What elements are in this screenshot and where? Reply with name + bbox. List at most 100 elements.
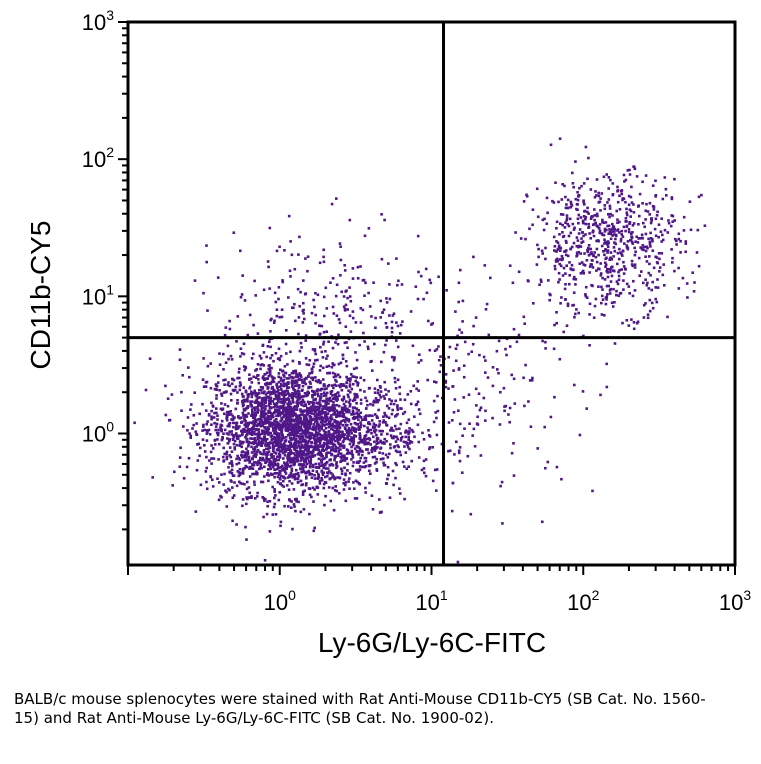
- data-point: [517, 270, 521, 274]
- data-point: [297, 500, 300, 504]
- data-point: [609, 178, 612, 182]
- data-point: [317, 457, 321, 461]
- data-point: [387, 416, 391, 420]
- data-point: [367, 291, 370, 295]
- data-point: [385, 339, 388, 342]
- data-point: [628, 173, 632, 176]
- data-point: [259, 452, 262, 455]
- data-point: [230, 399, 233, 402]
- data-point: [673, 269, 676, 273]
- data-point: [239, 347, 243, 350]
- data-point: [580, 237, 583, 240]
- data-point: [250, 357, 254, 360]
- data-point: [284, 440, 287, 443]
- data-point: [561, 231, 564, 234]
- data-point: [280, 398, 284, 401]
- data-point: [280, 406, 284, 410]
- data-point: [220, 496, 223, 499]
- data-point: [298, 418, 302, 422]
- data-point: [290, 474, 293, 477]
- data-point: [270, 414, 273, 418]
- data-point: [294, 440, 297, 443]
- data-point: [689, 228, 693, 232]
- data-point: [231, 377, 234, 381]
- data-point: [263, 390, 266, 393]
- data-point: [453, 398, 457, 401]
- data-point: [231, 421, 235, 425]
- data-point: [328, 436, 332, 440]
- data-point: [344, 472, 347, 475]
- data-point: [314, 352, 317, 356]
- data-point: [288, 447, 291, 450]
- data-point: [339, 448, 342, 451]
- data-point: [597, 191, 600, 195]
- data-point: [201, 402, 204, 406]
- data-point: [265, 371, 269, 374]
- data-point: [281, 464, 284, 468]
- data-point: [462, 364, 466, 367]
- data-point: [632, 165, 635, 168]
- data-point: [151, 476, 154, 479]
- data-point: [479, 454, 483, 457]
- data-point: [641, 236, 644, 240]
- data-point: [261, 387, 265, 390]
- data-point: [644, 209, 647, 213]
- data-point: [682, 229, 686, 232]
- x-tick-label: 102: [567, 587, 599, 615]
- data-point: [236, 435, 239, 438]
- data-point: [577, 213, 581, 217]
- data-point: [297, 474, 301, 478]
- data-point: [499, 390, 502, 394]
- data-point: [637, 223, 640, 226]
- data-point: [544, 347, 547, 350]
- data-point: [319, 381, 322, 385]
- data-point: [332, 413, 335, 416]
- data-point: [268, 499, 272, 503]
- data-point: [279, 482, 282, 485]
- data-point: [326, 371, 329, 375]
- data-point: [619, 291, 623, 295]
- data-point: [319, 439, 322, 442]
- data-point: [602, 175, 606, 179]
- data-point: [372, 401, 375, 404]
- data-point: [290, 253, 294, 257]
- data-point: [691, 271, 694, 274]
- data-point: [236, 315, 240, 318]
- data-point: [633, 246, 636, 250]
- data-point: [258, 417, 261, 421]
- data-point: [657, 252, 661, 255]
- data-point: [399, 453, 402, 457]
- data-point: [243, 430, 247, 433]
- data-point: [286, 363, 289, 366]
- data-point: [557, 246, 561, 250]
- data-point: [289, 449, 293, 452]
- data-point: [313, 414, 317, 417]
- data-point: [484, 409, 487, 413]
- data-point: [302, 459, 306, 462]
- data-point: [331, 397, 335, 400]
- data-point: [417, 408, 421, 411]
- data-point: [260, 399, 264, 403]
- data-point: [328, 441, 331, 445]
- data-point: [408, 447, 411, 451]
- data-point: [630, 185, 633, 189]
- data-point: [275, 418, 278, 421]
- data-point: [375, 469, 379, 472]
- data-point: [564, 239, 568, 243]
- data-point: [318, 404, 322, 408]
- data-point: [297, 419, 301, 423]
- data-point: [252, 414, 256, 417]
- data-point: [614, 237, 617, 241]
- data-point: [663, 228, 667, 232]
- data-point: [309, 420, 312, 423]
- data-point: [306, 255, 310, 258]
- data-point: [258, 436, 262, 440]
- data-point: [251, 467, 255, 470]
- data-point: [289, 442, 292, 445]
- data-point: [607, 213, 610, 216]
- data-point: [616, 282, 620, 286]
- data-point: [559, 213, 563, 216]
- data-point: [296, 421, 300, 425]
- data-point: [267, 450, 271, 453]
- data-point: [251, 464, 254, 467]
